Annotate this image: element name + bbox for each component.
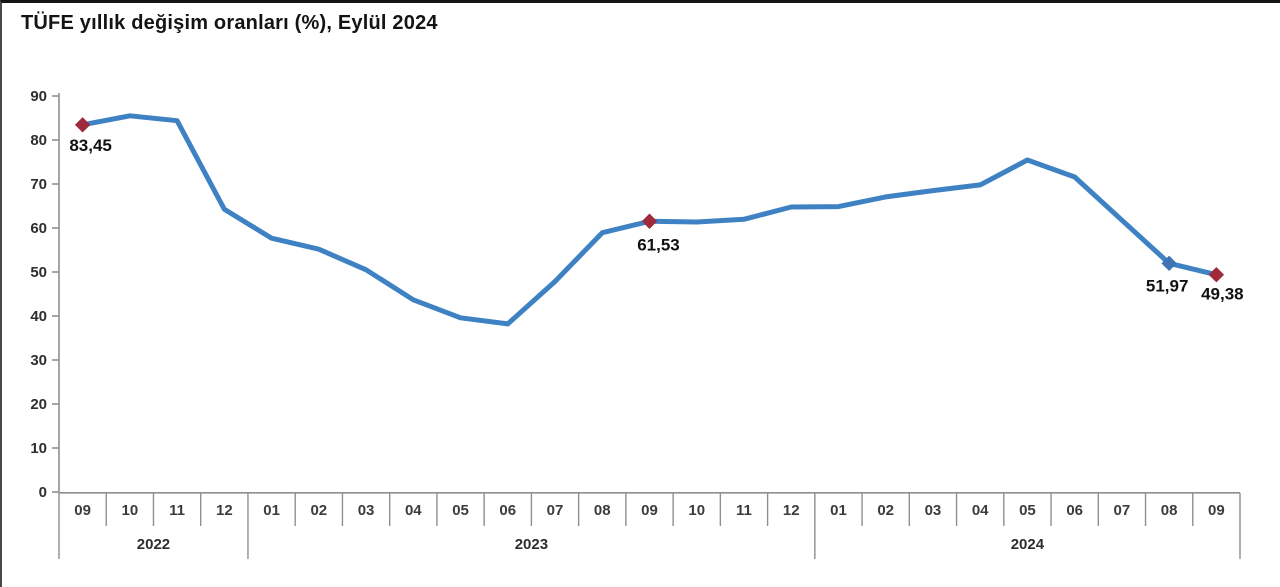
data-point-label: 61,53 xyxy=(637,235,680,254)
x-month-label: 03 xyxy=(925,502,942,519)
chart-title: TÜFE yıllık değişim oranları (%), Eylül … xyxy=(21,12,438,34)
y-tick-label: 50 xyxy=(30,264,47,281)
data-point-label: 49,38 xyxy=(1201,285,1244,304)
x-month-label: 12 xyxy=(783,502,800,519)
y-tick-label: 80 xyxy=(30,132,47,149)
y-tick-label: 10 xyxy=(30,440,47,457)
y-tick-label: 20 xyxy=(30,396,47,413)
x-month-label: 01 xyxy=(263,502,280,519)
y-tick-label: 70 xyxy=(30,176,47,193)
data-point-marker xyxy=(641,213,658,229)
x-month-label: 09 xyxy=(1208,502,1225,519)
x-month-label: 05 xyxy=(452,502,469,519)
data-point-label: 51,97 xyxy=(1146,276,1189,295)
y-tick-label: 90 xyxy=(30,88,47,105)
y-tick-label: 30 xyxy=(30,352,47,369)
data-point-label: 83,45 xyxy=(69,136,112,155)
x-month-label: 06 xyxy=(1066,502,1083,519)
x-month-label: 04 xyxy=(972,502,989,519)
x-month-label: 08 xyxy=(594,502,611,519)
x-month-label: 02 xyxy=(310,502,327,519)
x-month-label: 11 xyxy=(169,502,185,519)
x-month-label: 06 xyxy=(499,502,516,519)
x-year-label: 2023 xyxy=(515,536,548,553)
x-month-label: 10 xyxy=(688,502,705,519)
x-year-label: 2024 xyxy=(1011,536,1045,553)
x-month-label: 02 xyxy=(877,502,894,519)
x-month-label: 07 xyxy=(547,502,564,519)
x-month-label: 07 xyxy=(1114,502,1131,519)
x-month-label: 04 xyxy=(405,502,422,519)
x-year-label: 2022 xyxy=(137,536,170,553)
x-month-label: 09 xyxy=(74,502,91,519)
data-point-marker xyxy=(1208,267,1225,283)
x-month-label: 09 xyxy=(641,502,658,519)
data-point-marker xyxy=(74,117,91,133)
x-month-label: 10 xyxy=(122,502,139,519)
x-month-label: 05 xyxy=(1019,502,1036,519)
y-tick-label: 60 xyxy=(30,220,47,237)
y-tick-label: 0 xyxy=(39,484,47,501)
x-month-label: 01 xyxy=(830,502,847,519)
data-point-marker xyxy=(1161,255,1177,272)
y-tick-label: 40 xyxy=(30,308,47,325)
x-month-label: 12 xyxy=(216,502,233,519)
x-month-label: 11 xyxy=(736,502,752,519)
x-month-label: 03 xyxy=(358,502,375,519)
x-month-label: 08 xyxy=(1161,502,1178,519)
